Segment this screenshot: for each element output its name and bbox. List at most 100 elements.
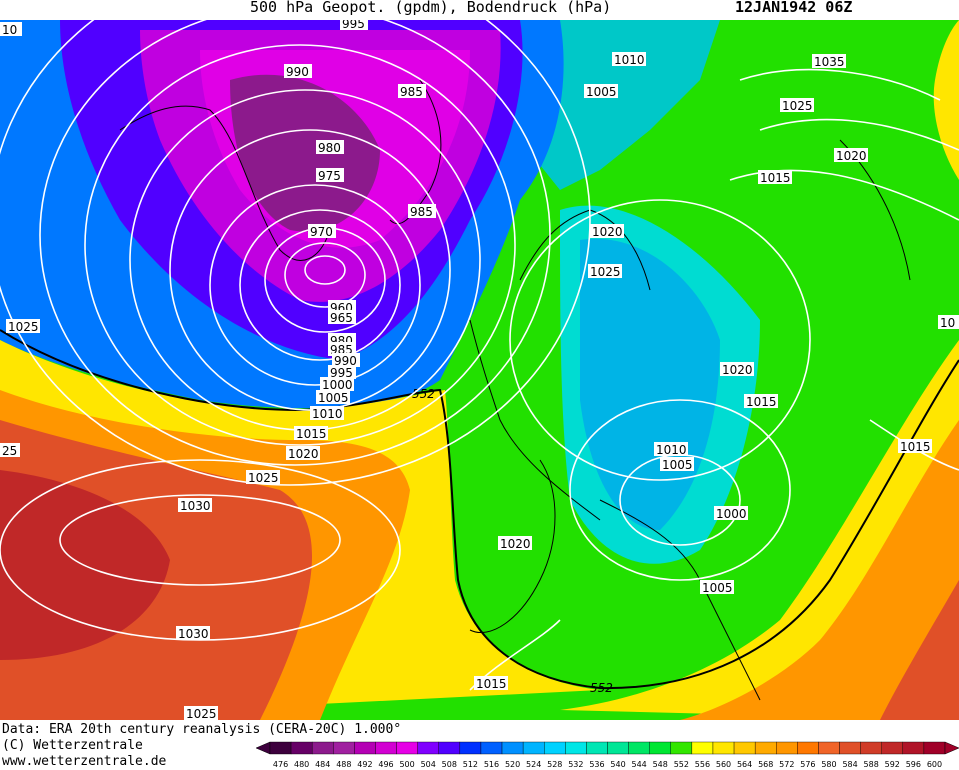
field-teal-north [520, 20, 720, 190]
legend-tick-label: 524 [526, 760, 541, 769]
svg-text:1035: 1035 [814, 55, 845, 69]
svg-text:25: 25 [2, 444, 17, 458]
pressure-label: 980 [316, 140, 344, 155]
legend-swatch [902, 741, 925, 755]
svg-text:1010: 1010 [656, 443, 687, 457]
copyright-text: (C) Wetterzentrale [2, 738, 143, 753]
legend-tick-label: 484 [315, 760, 330, 769]
pressure-labels: 10 995 990 985 980 975 985 970 960 965 9… [0, 20, 959, 720]
svg-text:1015: 1015 [296, 427, 327, 441]
svg-text:1020: 1020 [288, 447, 319, 461]
svg-text:985: 985 [410, 205, 433, 219]
svg-text:1005: 1005 [662, 458, 693, 472]
field-yellow-ne [933, 20, 959, 180]
field-red-se [880, 580, 959, 720]
svg-text:1020: 1020 [500, 537, 531, 551]
legend-tick-label: 548 [653, 760, 668, 769]
legend-tick-label: 488 [336, 760, 351, 769]
pressure-label: 1015 [898, 439, 932, 454]
legend-tick-label: 512 [463, 760, 478, 769]
legend-tick-label: 496 [378, 760, 393, 769]
svg-text:1025: 1025 [248, 471, 279, 485]
isobars [0, 20, 959, 691]
pressure-label: 1020 [720, 362, 754, 377]
legend-swatch [459, 741, 482, 755]
legend-tick-label: 528 [547, 760, 562, 769]
pressure-label: 25 [0, 443, 20, 458]
legend-swatch [712, 741, 735, 755]
svg-text:1015: 1015 [760, 171, 791, 185]
weather-map: 552 552 10 995 990 9 [0, 20, 959, 720]
legend-tick-label: 516 [484, 760, 499, 769]
map-datetime: 12JAN1942 06Z [735, 0, 853, 16]
pressure-label: 965 [328, 310, 356, 325]
pressure-label: 1025 [6, 319, 40, 334]
legend-tick-label: 552 [674, 760, 689, 769]
legend-swatch [754, 741, 777, 755]
pressure-label: 1015 [294, 426, 328, 441]
pressure-label: 990 [284, 64, 312, 79]
pressure-label: 985 [408, 204, 436, 219]
svg-text:1020: 1020 [836, 149, 867, 163]
legend-swatch [733, 741, 756, 755]
svg-text:995: 995 [330, 366, 353, 380]
svg-text:1030: 1030 [180, 499, 211, 513]
legend-swatch [607, 741, 629, 755]
pressure-label: 1020 [590, 224, 624, 239]
svg-text:10: 10 [2, 23, 17, 37]
svg-text:990: 990 [334, 354, 357, 368]
legend-arrow-high [944, 741, 959, 755]
legend-swatch [311, 741, 334, 755]
legend-tick-label: 480 [294, 760, 309, 769]
pressure-label: 1010 [654, 442, 688, 457]
legend-swatch [438, 741, 461, 755]
pressure-label: 985 [398, 84, 426, 99]
legend-swatch [354, 741, 376, 755]
svg-text:1025: 1025 [782, 99, 813, 113]
pressure-label: 1010 [612, 52, 646, 67]
legend-tick-label: 592 [885, 760, 900, 769]
map-title: 500 hPa Geopot. (gpdm), Bodendruck (hPa) [250, 0, 612, 16]
pressure-label: 995 [340, 20, 368, 31]
legend-tick-label: 476 [273, 760, 288, 769]
pressure-label: 1020 [498, 536, 532, 551]
pressure-label: 1005 [700, 580, 734, 595]
pressure-label: 975 [316, 168, 344, 183]
pressure-label: 1010 [310, 406, 344, 421]
pressure-label: 1020 [834, 148, 868, 163]
legend-tick-label: 532 [568, 760, 583, 769]
pressure-label: 1030 [176, 626, 210, 641]
legend-swatch [860, 741, 882, 755]
geopotential-552-label: 552 [412, 387, 435, 401]
legend-swatch [691, 741, 714, 755]
legend-swatch [417, 741, 439, 755]
legend-tick-label: 560 [716, 760, 731, 769]
legend-tick-label: 572 [779, 760, 794, 769]
pressure-label: 1015 [474, 676, 508, 691]
pressure-label: 1000 [320, 377, 354, 392]
svg-text:1030: 1030 [178, 627, 209, 641]
legend-swatch [333, 741, 355, 755]
legend-swatch [797, 741, 819, 755]
legend-swatch [375, 741, 397, 755]
pressure-label: 10 [0, 22, 22, 37]
svg-text:1025: 1025 [8, 320, 39, 334]
svg-text:1025: 1025 [590, 265, 621, 279]
svg-text:1025: 1025 [186, 707, 217, 720]
legend-swatch [649, 741, 671, 755]
data-source-text: Data: ERA 20th century reanalysis (CERA-… [2, 722, 402, 737]
svg-text:1020: 1020 [722, 363, 753, 377]
pressure-label: 1025 [780, 98, 814, 113]
svg-text:1005: 1005 [318, 391, 349, 405]
legend-swatch [480, 741, 503, 755]
color-scale-legend: 476 480 484 488 492 496 500 504 508 512 516 520 524 5… [256, 741, 959, 769]
legend-swatch [269, 741, 292, 755]
legend-tick-label: 508 [442, 760, 457, 769]
legend-swatch [565, 741, 587, 755]
map-footer: Data: ERA 20th century reanalysis (CERA-… [0, 720, 959, 770]
svg-text:10: 10 [940, 316, 955, 330]
legend-swatch [881, 741, 904, 755]
svg-text:1015: 1015 [746, 395, 777, 409]
legend-tick-label: 576 [800, 760, 815, 769]
svg-text:1015: 1015 [900, 440, 931, 454]
